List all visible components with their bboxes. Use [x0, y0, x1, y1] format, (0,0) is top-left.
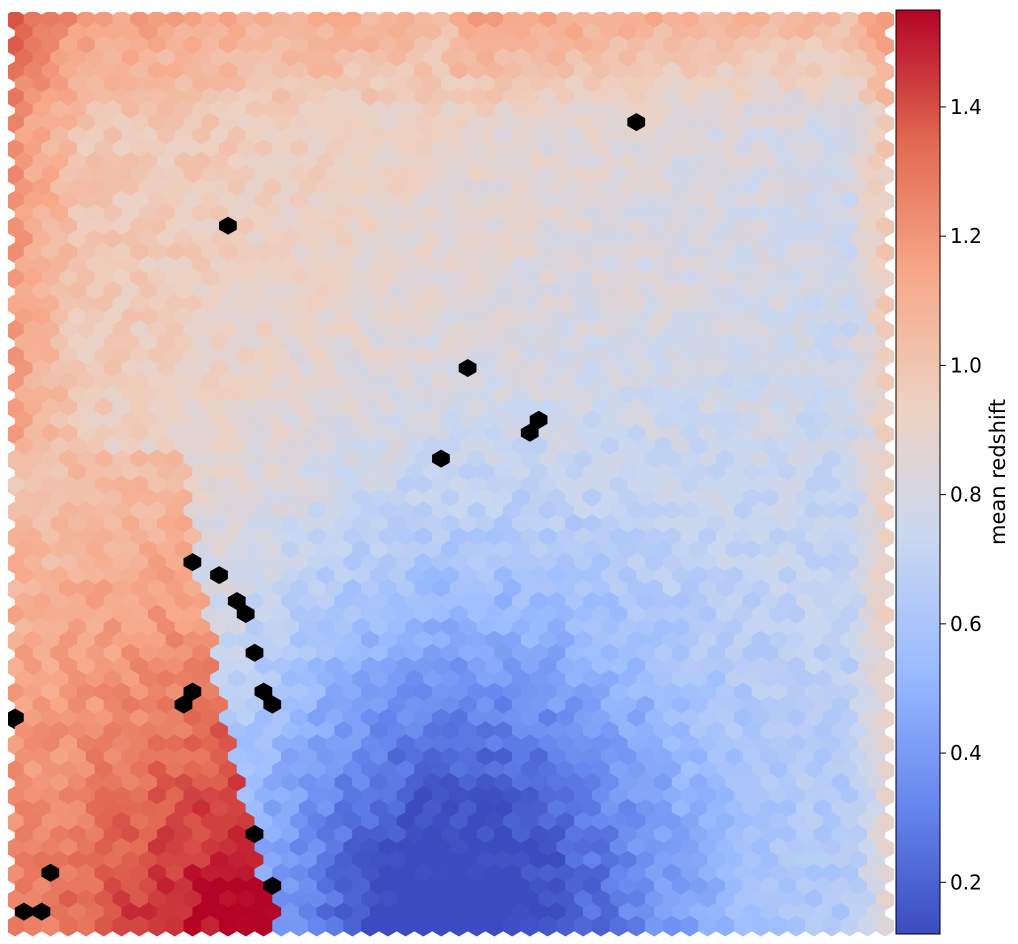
colorbar-bar: [895, 9, 941, 935]
colorbar-tick-label: 0.8: [950, 483, 982, 507]
colorbar-ticks: 0.2 0.4 0.6 0.8 1.0 1.2 1.4: [940, 95, 982, 894]
hexbin-plot-area: [8, 12, 894, 937]
colorbar-tick-label: 0.6: [950, 612, 982, 636]
colorbar-tick-label: 1.0: [950, 353, 982, 377]
colorbar-tick-label: 1.2: [950, 224, 982, 248]
colorbar-label: mean redshift: [986, 399, 1010, 545]
colorbar-tick-label: 1.4: [950, 95, 982, 119]
colorbar-tick-label: 0.4: [950, 741, 982, 765]
colorbar: 0.2 0.4 0.6 0.8 1.0 1.2 1.4 mean redshift: [895, 9, 1010, 935]
colorbar-tick-label: 0.2: [950, 870, 982, 894]
